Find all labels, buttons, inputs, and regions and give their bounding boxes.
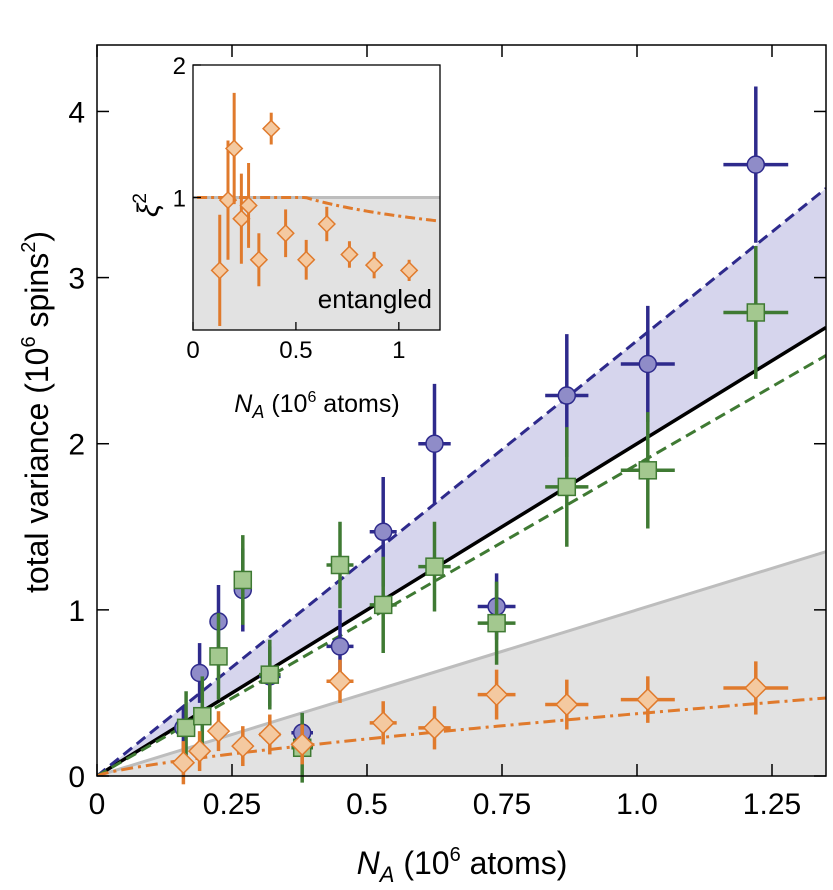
- inset-fit-line-path: [197, 196, 440, 223]
- x-tick-label: 0.25: [203, 788, 261, 821]
- data-point-square: [176, 718, 196, 738]
- orange-dashdot-fit-line: [97, 696, 826, 776]
- x-tick-label: 1.0: [616, 788, 658, 821]
- inset-x-tick-label: 1: [392, 337, 405, 364]
- y-tick-label: 1: [68, 595, 85, 628]
- data-point-circle: [330, 637, 350, 656]
- data-point-diamond: [422, 716, 447, 740]
- data-point-diamond: [555, 692, 579, 717]
- data-point-diamond: [231, 734, 255, 758]
- y-tick-label: 4: [68, 96, 85, 129]
- inset-data-point-diamond: [276, 224, 295, 243]
- data-point-circle: [190, 663, 209, 683]
- data-point-diamond: [206, 719, 231, 743]
- main-data-markers: [171, 86, 789, 785]
- inset-data-point-diamond: [224, 139, 244, 158]
- x-tick-label: 1.25: [743, 788, 801, 821]
- inset-data-point-diamond: [239, 196, 258, 215]
- data-point-diamond: [328, 669, 352, 693]
- inset-x-tick-label: 0.5: [279, 337, 312, 364]
- data-point-square: [487, 613, 506, 633]
- data-point-square: [260, 665, 280, 684]
- data-point-circle: [557, 386, 577, 405]
- data-point-square: [557, 477, 577, 497]
- inset-axis-ticks: 0 0.5 1 1 2: [173, 53, 406, 364]
- data-point-square: [233, 570, 253, 590]
- x-tick-label: 0.75: [473, 788, 531, 821]
- main-y-axis-label: total variance (106 spins2): [18, 231, 55, 593]
- x-tick-label: 0: [89, 788, 106, 821]
- inset-data-point-diamond: [210, 261, 229, 280]
- inset-x-tick-label: 0: [186, 337, 199, 364]
- data-point-diamond: [290, 732, 314, 757]
- data-point-square: [209, 647, 228, 666]
- data-point-square: [330, 555, 350, 575]
- green-dashed-fit-line: [97, 354, 826, 776]
- inset-y-tick-label: 1: [173, 186, 186, 213]
- inset-data-point-diamond: [340, 245, 359, 264]
- inset-data-point-diamond: [364, 255, 384, 275]
- data-point-diamond: [636, 687, 660, 712]
- series-orange: [171, 659, 789, 785]
- series-green: [176, 246, 789, 783]
- inset-data-point-diamond: [399, 261, 419, 280]
- y-tick-label: 3: [68, 263, 85, 296]
- y-tick-label: 2: [68, 429, 85, 462]
- inset-data-point-diamond: [297, 250, 316, 269]
- main-x-axis-label: NA (106 atoms): [357, 844, 568, 887]
- data-point-diamond: [171, 751, 196, 775]
- data-point-diamond: [484, 682, 509, 707]
- main-axis-ticks: 0 0.25 0.5 0.75 1.0 1.25 0 1 2 3 4: [68, 45, 826, 821]
- data-point-circle: [746, 155, 766, 174]
- data-point-square: [193, 706, 212, 726]
- data-point-square: [425, 557, 444, 576]
- data-point-diamond: [258, 722, 282, 747]
- inset-y-axis-label: ξ2: [130, 193, 165, 217]
- x-tick-label: 0.5: [346, 788, 388, 821]
- black-reference-line: [97, 325, 826, 776]
- inset-x-axis-label: NA (106 atoms): [234, 389, 399, 422]
- inset-data-point-diamond: [262, 119, 281, 138]
- inset-y-tick-label: 2: [173, 53, 186, 80]
- y-tick-label: 0: [68, 761, 85, 794]
- inset-data-point-diamond: [317, 214, 336, 234]
- data-point-circle: [638, 354, 658, 374]
- main-plot-frame: [96, 44, 827, 777]
- inset-data-point-diamond: [232, 209, 251, 228]
- data-point-circle: [425, 434, 444, 453]
- data-point-square: [746, 303, 766, 322]
- inset-data-point-diamond: [249, 250, 269, 269]
- data-point-square: [373, 595, 393, 615]
- inset-data-markers: [210, 92, 419, 327]
- data-point-circle: [373, 522, 393, 542]
- data-point-square: [638, 461, 658, 480]
- data-point-diamond: [744, 676, 768, 700]
- data-point-diamond: [371, 711, 395, 735]
- data-point-diamond: [187, 739, 212, 763]
- inset-region-label: entangled: [318, 284, 432, 314]
- inset-series-orange: [210, 92, 419, 327]
